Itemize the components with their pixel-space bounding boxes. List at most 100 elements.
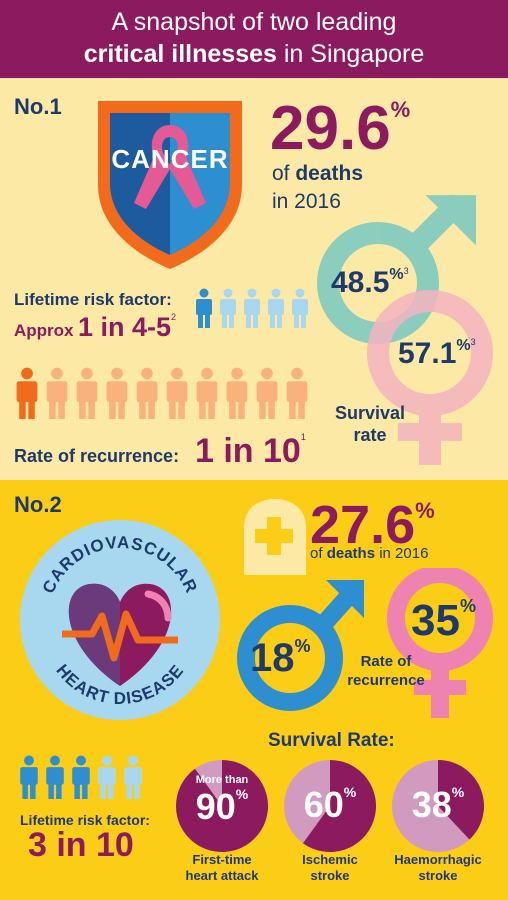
pie-value-text: 60% xyxy=(276,784,384,826)
pie-unit: % xyxy=(451,784,465,800)
cvd-female-unit: % xyxy=(459,596,476,616)
cvd-survival-pies: More than 90% First-time heart attack 60% Isc… xyxy=(172,756,508,896)
survival-pie-chart xyxy=(392,760,484,852)
cancer-female-unit: % xyxy=(456,337,471,354)
cancer-recurrence-fn: 1 xyxy=(300,432,306,442)
cancer-recurrence-person-icon xyxy=(226,367,248,419)
cvd-female-value: 35 xyxy=(411,596,460,645)
survival-pie-chart xyxy=(176,760,268,852)
cancer-death-bold: deaths xyxy=(295,162,364,185)
pie-value-slice xyxy=(438,760,484,840)
cvd-lifetime-person-icon xyxy=(46,755,64,799)
cancer-survival-label-1: Survival xyxy=(334,403,406,423)
cancer-survival-label: Survival rate xyxy=(322,402,418,446)
cvd-death-unit: % xyxy=(415,498,435,523)
header-line-2-rest: in Singapore xyxy=(276,40,425,68)
header-line-1: A snapshot of two leading xyxy=(111,8,397,36)
pie-label-1: Ischemic xyxy=(302,852,358,867)
cancer-recurrence-person-icon xyxy=(76,367,98,419)
pie-value: 90 xyxy=(195,786,236,827)
cancer-death-text: of deaths xyxy=(272,162,363,186)
cancer-death-of: of xyxy=(272,162,296,185)
pie-label-2: stroke xyxy=(418,868,458,883)
cvd-lifetime-label: Lifetime risk factor: xyxy=(20,812,150,828)
cvd-death-bold: deaths xyxy=(326,545,376,562)
cancer-recurrence-value: 1 in 10 xyxy=(195,432,301,470)
cancer-lifetime-label: Lifetime risk factor: xyxy=(14,290,172,309)
pie-value: 60 xyxy=(303,784,344,825)
pie-label-1: First-time xyxy=(192,852,252,867)
cvd-survival-title: Survival Rate: xyxy=(268,730,395,751)
cancer-recurrence-person-icon xyxy=(16,367,38,419)
cancer-lifetime-person-icon xyxy=(292,288,308,328)
survival-pie-1: 60% Ischemic stroke xyxy=(276,756,384,883)
cvd-lifetime-person-icon xyxy=(20,755,38,799)
cancer-lifetime-person-icon xyxy=(220,288,236,328)
header-line-2-bold: critical illnesses xyxy=(83,40,277,68)
cancer-death-year: in 2016 xyxy=(272,190,341,213)
cvd-lifetime-person-icon xyxy=(124,755,142,799)
header-line-2: critical illnesses in Singapore xyxy=(0,40,508,69)
pie-value: 38 xyxy=(411,784,452,825)
cancer-recurrence-stat: 1 in 101 xyxy=(195,432,306,471)
cancer-badge-label: CANCER xyxy=(111,144,229,174)
cancer-lifetime-person-icon xyxy=(196,288,212,328)
cancer-male-unit: % xyxy=(389,266,404,283)
cancer-lifetime-person-icon xyxy=(244,288,260,328)
cancer-death-unit: % xyxy=(390,97,411,122)
cancer-lifetime-approx: Approx xyxy=(14,321,74,340)
survival-pie-2: 38% Haemorrhagic stroke xyxy=(384,756,492,883)
cancer-recurrence-label: Rate of recurrence: xyxy=(14,446,180,466)
cancer-lifetime-people xyxy=(194,280,314,341)
cancer-lifetime-stat: Approx 1 in 4-52 xyxy=(14,312,176,343)
cvd-death-text: of deaths in 2016 xyxy=(310,545,428,562)
pie-value-slice xyxy=(176,760,268,852)
cancer-recurrence-people xyxy=(14,356,314,435)
page-header: A snapshot of two leading critical illne… xyxy=(0,0,508,78)
cancer-shield-icon xyxy=(98,101,242,269)
cancer-recurrence-person-icon xyxy=(256,367,278,419)
cancer-male-fn: 3 xyxy=(403,266,409,276)
cvd-recurrence-label: Rate of recurrence xyxy=(338,652,434,690)
pie-label-2: stroke xyxy=(310,868,350,883)
survival-pie-0: More than 90% First-time heart attack xyxy=(168,756,276,883)
cvd-recurrence-label-1: Rate of xyxy=(360,653,412,670)
cvd-lifetime-value: 3 in 10 xyxy=(28,826,134,864)
pie-label: Haemorrhagic stroke xyxy=(384,852,492,884)
cancer-lifetime-person-icon xyxy=(268,288,284,328)
cvd-male-recurrence: 18% xyxy=(250,636,311,681)
pie-label-2: heart attack xyxy=(185,868,259,883)
cvd-death-stat: 27.6% xyxy=(310,494,435,556)
cancer-recurrence-person-icon xyxy=(166,367,188,419)
pie-prefix: More than xyxy=(195,774,249,786)
cancer-recurrence-person-icon xyxy=(286,367,308,419)
cancer-death-value: 29.6 xyxy=(270,94,391,163)
cancer-recurrence-person-icon xyxy=(106,367,128,419)
cvd-male-unit: % xyxy=(294,636,311,656)
pie-label: First-time heart attack xyxy=(168,852,276,884)
cvd-death-value: 27.6 xyxy=(310,495,416,555)
cancer-death-stat: 29.6% xyxy=(270,93,410,164)
tombstone-icon xyxy=(244,499,306,575)
cvd-rank: No.2 xyxy=(14,492,62,517)
cancer-recurrence-person-icon xyxy=(196,367,218,419)
cancer-lifetime-fn: 2 xyxy=(171,312,177,322)
cancer-female-fn: 3 xyxy=(470,337,476,347)
cancer-rank: No.1 xyxy=(14,94,62,119)
cancer-lifetime-value: 1 in 4-5 xyxy=(77,312,171,342)
cancer-recurrence-person-icon xyxy=(136,367,158,419)
cvd-lifetime-person-icon xyxy=(98,755,116,799)
cancer-female-value: 57.1 xyxy=(398,337,457,370)
cvd-death-of: of xyxy=(310,545,327,562)
cancer-male-survival: 48.5%3 xyxy=(331,266,409,300)
cancer-gender-symbols xyxy=(317,195,493,465)
pie-value-text: 38% xyxy=(384,784,492,826)
pie-label: Ischemic stroke xyxy=(276,852,384,884)
cancer-female-survival: 57.1%3 xyxy=(398,337,476,371)
pie-unit: % xyxy=(343,784,357,800)
cvd-gender-symbols xyxy=(237,568,493,718)
cancer-male-value: 48.5 xyxy=(331,266,390,299)
pie-label-1: Haemorrhagic xyxy=(394,852,482,867)
cvd-male-value: 18 xyxy=(250,636,295,680)
cvd-death-year: in 2016 xyxy=(375,545,429,562)
